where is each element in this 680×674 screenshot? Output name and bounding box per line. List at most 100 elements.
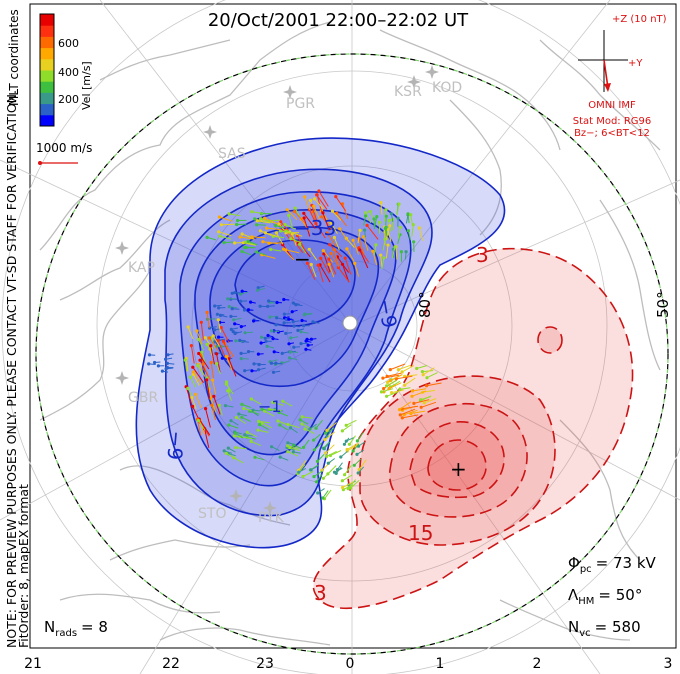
mlt-tick-23: 23: [256, 656, 274, 672]
vector-origin: [404, 250, 408, 254]
colorbar-band: [40, 114, 54, 127]
velocity-vector: [356, 432, 364, 442]
velocity-vector: [198, 418, 211, 436]
velocity-vector: [288, 215, 293, 227]
colorbar-band: [40, 70, 54, 82]
velocity-vector: [404, 374, 418, 377]
vector-origin: [250, 210, 254, 214]
velocity-vector: [317, 488, 325, 494]
velocity-vector: [235, 432, 244, 439]
velocity-vector: [350, 480, 360, 489]
velocity-vector: [322, 490, 329, 499]
velocity-vector: [303, 217, 311, 237]
vector-origin: [332, 248, 336, 252]
velocity-vector: [316, 194, 328, 210]
velocity-vector: [257, 220, 271, 224]
velocity-vector: [422, 367, 435, 376]
velocity-vector: [327, 465, 337, 475]
velocity-vector: [410, 214, 413, 226]
velocity-vector: [315, 419, 323, 429]
velocity-vector: [302, 416, 313, 419]
velocity-vector: [245, 331, 253, 334]
velocity-vector: [192, 374, 200, 386]
velocity-vector: [305, 348, 312, 351]
velocity-vector: [342, 481, 355, 488]
vector-origin: [261, 240, 265, 244]
velocity-vector: [386, 225, 391, 239]
radar-sites: PGR KOD KSR SAS KAP GBR STO PYK: [115, 65, 462, 526]
velocity-vector: [313, 205, 320, 220]
velocity-vector: [323, 253, 331, 273]
velocity-vector: [259, 424, 269, 431]
velocity-vector: [236, 417, 247, 424]
velocity-vector: [242, 341, 249, 343]
velocity-vector: [303, 439, 310, 448]
velocity-vector: [199, 420, 205, 435]
velocity-vector: [283, 299, 290, 301]
velocity-vector: [208, 337, 220, 352]
velocity-vector: [297, 328, 305, 331]
velocity-vector: [293, 451, 301, 454]
velocity-vector: [347, 479, 356, 490]
velocity-vector: [219, 216, 233, 222]
velocity-vector: [316, 194, 323, 213]
vector-origin: [237, 412, 241, 416]
velocity-vector: [206, 379, 211, 400]
velocity-vector: [342, 264, 350, 283]
velocity-vector: [282, 351, 289, 354]
velocity-vector: [289, 447, 301, 452]
radar-count: Nrads = 8: [44, 618, 108, 639]
colorbar-band: [40, 36, 54, 49]
vector-origin: [238, 338, 242, 342]
velocity-vector: [290, 336, 299, 339]
velocity-vector: [395, 246, 398, 260]
velocity-vector: [336, 212, 347, 227]
velocity-vector: [224, 450, 233, 454]
velocity-vector: [347, 444, 359, 452]
velocity-vector: [340, 451, 348, 458]
vector-origin: [217, 230, 221, 234]
velocity-vector: [345, 419, 357, 426]
velocity-vector: [363, 236, 369, 251]
velocity-vector: [267, 335, 274, 338]
radar-site-marker: [263, 501, 277, 515]
velocity-vector: [209, 326, 217, 329]
velocity-vector: [216, 363, 221, 375]
velocity-vector: [280, 230, 292, 233]
velocity-vector: [328, 458, 335, 464]
velocity-vector: [212, 335, 220, 347]
velocity-vector: [332, 210, 342, 221]
velocity-vector: [233, 331, 239, 334]
imf-y-label: +Y: [628, 58, 643, 69]
velocity-vector: [187, 326, 194, 340]
velocity-vector: [287, 451, 299, 457]
latitude-label-50: 50°: [654, 291, 672, 318]
velocity-vector: [359, 249, 369, 269]
velocity-vector: [333, 237, 340, 251]
velocity-vector: [202, 363, 211, 380]
hm-boundary-latitude: ΛHM = 50°: [568, 586, 642, 607]
velocity-vector: [346, 437, 354, 442]
velocity-vector: [207, 318, 216, 320]
reference-vector-origin: [38, 161, 42, 165]
fit-order-note: FitOrder: 8, mapEX format: [16, 484, 31, 648]
velocity-vector: [386, 372, 404, 377]
vector-origin: [396, 216, 400, 220]
mlt-tick-22: 22: [162, 656, 180, 672]
velocity-vector: [354, 263, 360, 277]
vector-count: Nvc = 580: [568, 618, 641, 639]
velocity-vector: [273, 370, 281, 373]
velocity-vector: [380, 255, 383, 269]
contour-neg-9: [164, 168, 433, 517]
velocity-vector: [323, 441, 331, 450]
velocity-vector: [298, 467, 307, 473]
velocity-vector: [214, 304, 222, 307]
contour-label-neg-9b: −9: [162, 430, 188, 461]
velocity-vector: [380, 202, 383, 215]
velocity-vector: [210, 362, 214, 379]
velocity-vector: [346, 442, 359, 450]
velocity-vector: [264, 410, 275, 417]
velocity-vector: [293, 444, 302, 450]
velocity-vector: [258, 367, 266, 371]
velocity-vector: [356, 449, 365, 455]
